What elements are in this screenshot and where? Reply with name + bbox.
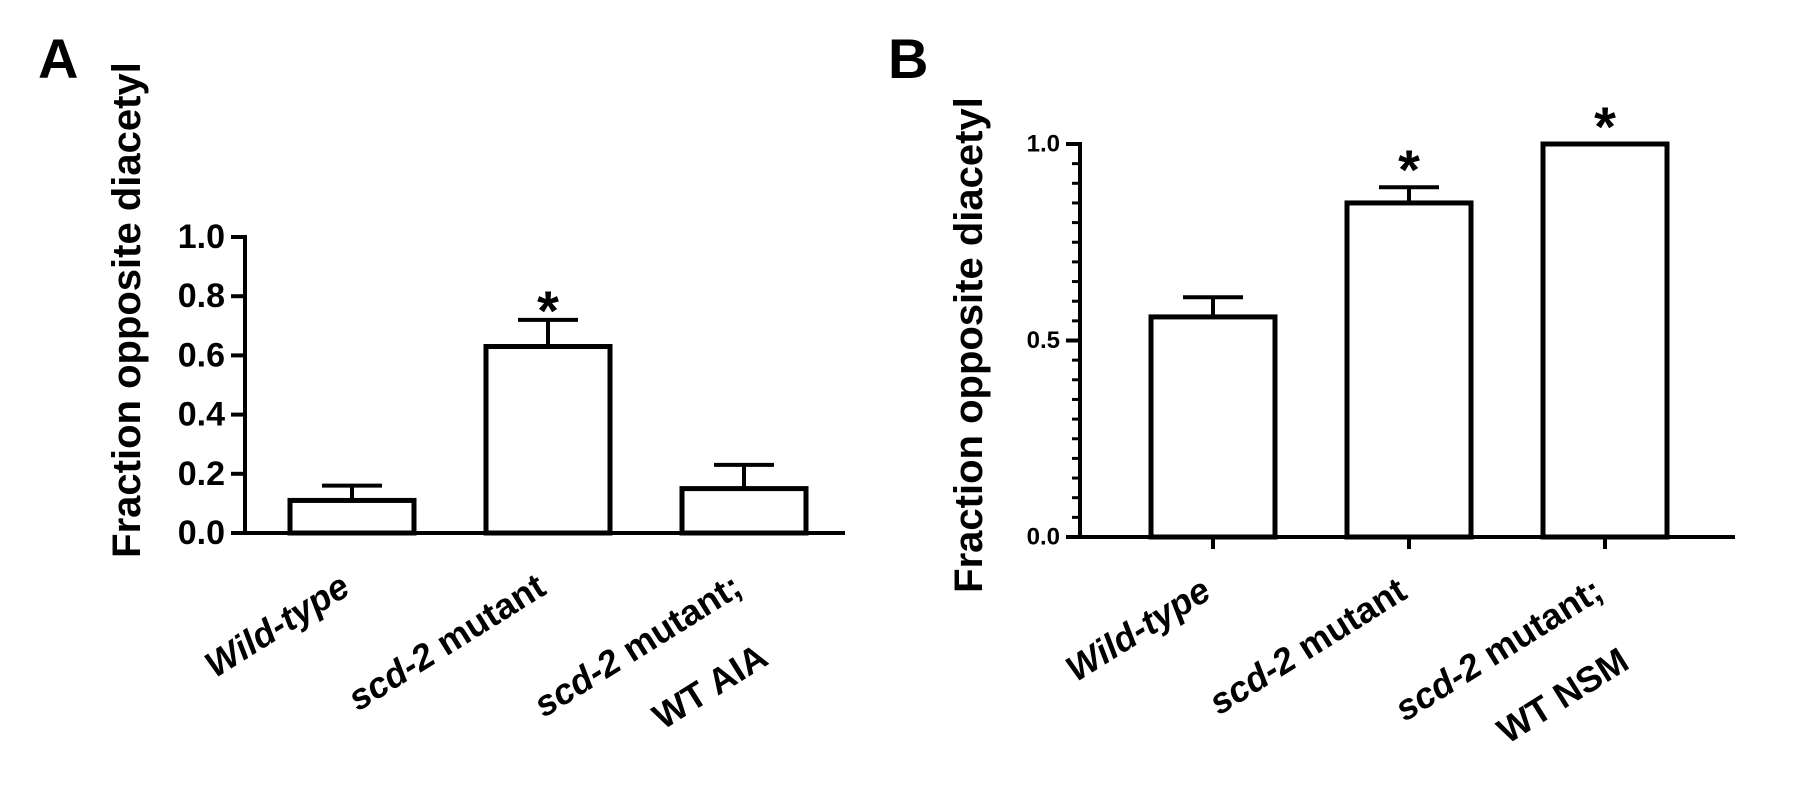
panel-b-category-label-part: scd-2 — [1202, 638, 1303, 723]
panel-b-chart: B Fraction opposite diacetyl 0.0 0.5 1.0 Wi… — [888, 27, 1735, 751]
panel-b-bar — [1344, 200, 1474, 540]
panel-b-significance-star: * — [1594, 95, 1616, 158]
panel-b-y-tick-label: 0.5 — [1027, 327, 1060, 354]
panel-b-y-axis-label: Fraction opposite diacetyl — [947, 97, 991, 593]
panel-a-bar — [679, 486, 809, 536]
panel-b-letter: B — [888, 27, 928, 90]
panel-b-category-label-part: mutant — [1281, 569, 1413, 673]
panel-a-bar — [483, 344, 613, 536]
panel-b-category-label: scd-2 mutant — [1202, 569, 1414, 722]
panel-b-bar — [1148, 314, 1278, 540]
panel-a-y-tick-label: 0.4 — [178, 396, 225, 434]
panel-a-y-axis-label: Fraction opposite diacetyl — [105, 62, 149, 558]
panel-a-category-label-part: scd-2 — [341, 634, 442, 719]
panel-a-category-label: scd-2 mutant — [341, 565, 553, 718]
panel-a-y-tick-label: 0.2 — [178, 455, 225, 493]
panel-a-letter: A — [38, 27, 78, 90]
panel-a-y-tick-label: 0.0 — [178, 514, 225, 552]
panel-a-significance-star: * — [537, 279, 559, 342]
panel-a-category-label: Wild-type — [197, 565, 356, 685]
panel-b-category-label: Wild-type — [1058, 569, 1217, 689]
panel-b-category-label-part: Wild-type — [1058, 569, 1217, 689]
panel-a-category-label-part: mutant — [420, 565, 552, 669]
panel-a-y-tick-label: 0.6 — [178, 336, 225, 374]
panel-b-bar — [1540, 141, 1670, 540]
panel-b-category-label-part: scd-2 — [1387, 644, 1488, 729]
panel-a-bar — [287, 497, 417, 536]
panel-a-category-label-part: scd-2 — [526, 640, 627, 725]
panel-b-y-tick-label: 0.0 — [1027, 524, 1060, 551]
panel-a-category-label-part: Wild-type — [197, 565, 356, 685]
panel-a-y-tick-label: 0.8 — [178, 277, 225, 315]
panel-a-y-tick-label: 1.0 — [178, 218, 225, 256]
panel-a-chart: A Fraction opposite diacetyl 0.0 0.2 0.4 0.… — [38, 27, 845, 737]
panel-b-y-tick-label: 1.0 — [1027, 131, 1060, 158]
panel-b-significance-star: * — [1398, 138, 1420, 201]
